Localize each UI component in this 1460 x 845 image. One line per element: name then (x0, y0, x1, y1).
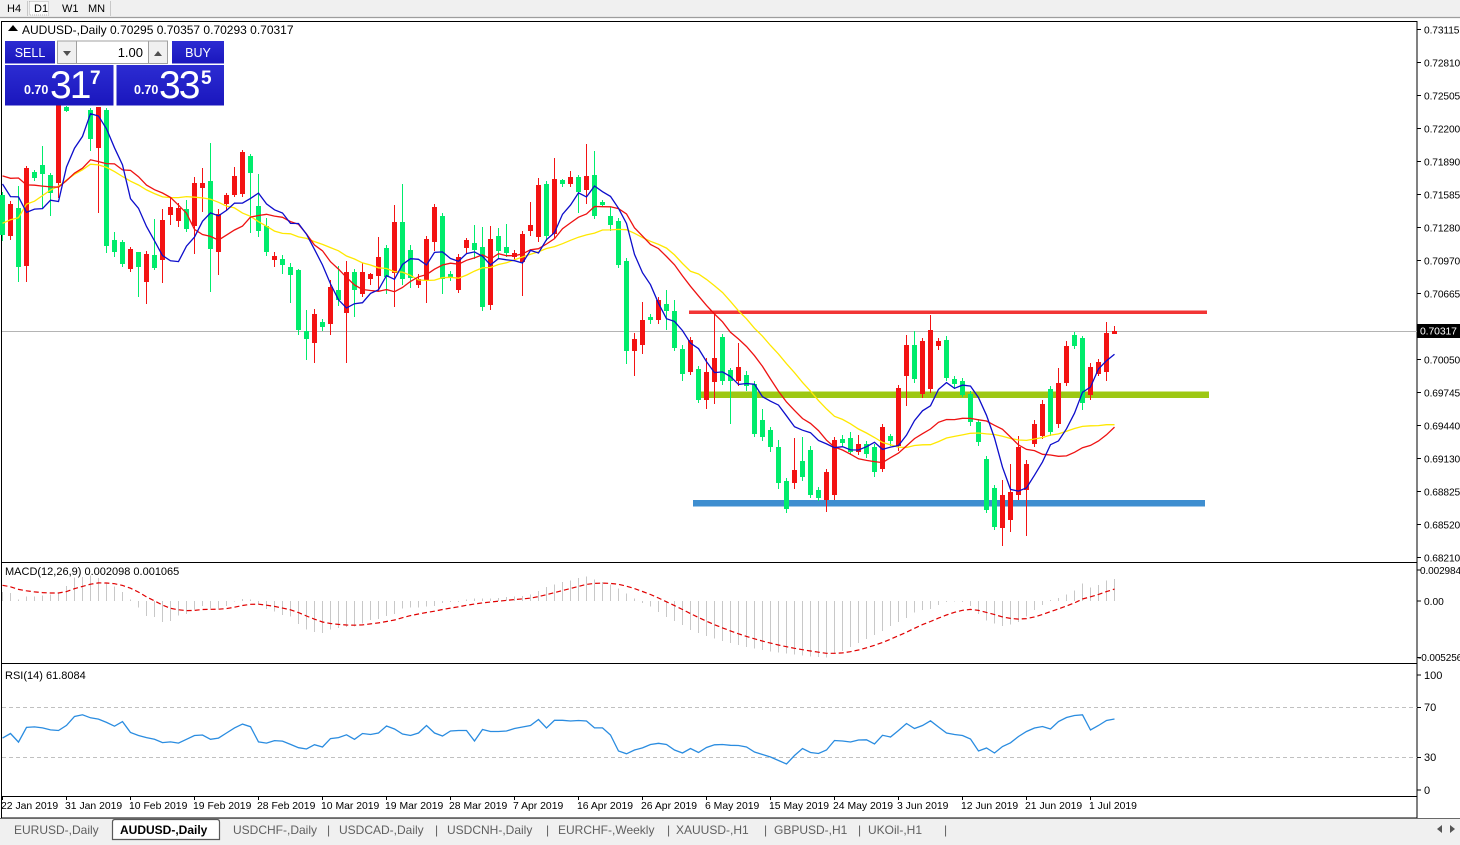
svg-text:1.00: 1.00 (118, 45, 143, 60)
svg-text:3 Jun 2019: 3 Jun 2019 (897, 801, 949, 812)
svg-text:0: 0 (1424, 785, 1430, 797)
svg-text:USDCHF-,Daily: USDCHF-,Daily (233, 823, 317, 837)
svg-text:21 Jun 2019: 21 Jun 2019 (1025, 801, 1082, 812)
svg-text:31 Jan 2019: 31 Jan 2019 (65, 801, 122, 812)
svg-text:24 May 2019: 24 May 2019 (833, 801, 893, 812)
svg-text:RSI(14) 61.8084: RSI(14) 61.8084 (5, 670, 86, 682)
svg-text:MACD(12,26,9) 0.002098 0.00106: MACD(12,26,9) 0.002098 0.001065 (5, 566, 179, 578)
svg-text:22 Jan 2019: 22 Jan 2019 (1, 801, 58, 812)
svg-text:7: 7 (90, 68, 101, 89)
svg-text:0.69440: 0.69440 (1424, 422, 1460, 433)
svg-text:10 Feb 2019: 10 Feb 2019 (129, 801, 188, 812)
svg-text:26 Apr 2019: 26 Apr 2019 (641, 801, 697, 812)
svg-text:0.69745: 0.69745 (1424, 389, 1460, 400)
svg-text:0.71585: 0.71585 (1424, 191, 1460, 202)
svg-text:USDCNH-,Daily: USDCNH-,Daily (447, 823, 532, 837)
svg-text:-0.005256: -0.005256 (1418, 653, 1460, 664)
svg-text:EURCHF-,Weekly: EURCHF-,Weekly (558, 823, 654, 837)
svg-text:H4: H4 (7, 3, 21, 15)
svg-text:7 Apr 2019: 7 Apr 2019 (513, 801, 563, 812)
svg-text:AUDUSD-,Daily 0.70295 0.70357: AUDUSD-,Daily 0.70295 0.70357 0.70293 0.… (22, 23, 294, 37)
svg-text:USDCAD-,Daily: USDCAD-,Daily (339, 823, 424, 837)
svg-text:0.70970: 0.70970 (1424, 257, 1460, 268)
svg-text:0.70: 0.70 (134, 83, 158, 97)
svg-text:|: | (435, 823, 438, 837)
svg-text:EURUSD-,Daily: EURUSD-,Daily (14, 823, 99, 837)
svg-text:W1: W1 (62, 3, 79, 15)
svg-text:31: 31 (50, 64, 90, 107)
svg-text:0.71890: 0.71890 (1424, 158, 1460, 169)
svg-text:28 Feb 2019: 28 Feb 2019 (257, 801, 316, 812)
svg-text:D1: D1 (34, 3, 48, 15)
svg-text:0.70665: 0.70665 (1424, 290, 1460, 301)
svg-text:MN: MN (88, 3, 105, 15)
svg-text:BUY: BUY (185, 46, 211, 60)
svg-text:GBPUSD-,H1: GBPUSD-,H1 (774, 823, 848, 837)
svg-text:10 Mar 2019: 10 Mar 2019 (321, 801, 380, 812)
svg-text:|: | (858, 823, 861, 837)
svg-text:30: 30 (1424, 752, 1436, 764)
svg-text:|: | (327, 823, 330, 837)
svg-text:UKOil-,H1: UKOil-,H1 (868, 823, 922, 837)
svg-text:0.002984: 0.002984 (1420, 566, 1460, 577)
svg-text:0.70: 0.70 (24, 83, 48, 97)
svg-text:19 Mar 2019: 19 Mar 2019 (385, 801, 444, 812)
svg-text:16 Apr 2019: 16 Apr 2019 (577, 801, 633, 812)
svg-text:0.70317: 0.70317 (1420, 327, 1457, 338)
svg-text:0.68520: 0.68520 (1424, 521, 1460, 532)
svg-text:AUDUSD-,Daily: AUDUSD-,Daily (120, 823, 208, 837)
svg-text:15 May 2019: 15 May 2019 (769, 801, 829, 812)
svg-text:33: 33 (159, 64, 199, 107)
svg-text:70: 70 (1424, 702, 1436, 714)
svg-text:0.72810: 0.72810 (1424, 59, 1460, 70)
svg-text:0.70050: 0.70050 (1424, 356, 1460, 367)
svg-text:0.72200: 0.72200 (1424, 125, 1460, 136)
svg-text:0.68210: 0.68210 (1424, 554, 1460, 565)
svg-text:0.00: 0.00 (1424, 597, 1444, 608)
svg-text:0.72505: 0.72505 (1424, 92, 1460, 103)
svg-text:0.73115: 0.73115 (1424, 26, 1460, 37)
svg-text:6 May 2019: 6 May 2019 (705, 801, 760, 812)
svg-text:XAUUSD-,H1: XAUUSD-,H1 (676, 823, 749, 837)
svg-text:0.69130: 0.69130 (1424, 455, 1460, 466)
svg-text:|: | (764, 823, 767, 837)
svg-text:28 Mar 2019: 28 Mar 2019 (449, 801, 508, 812)
svg-text:1 Jul 2019: 1 Jul 2019 (1089, 801, 1137, 812)
svg-text:19 Feb 2019: 19 Feb 2019 (193, 801, 252, 812)
svg-text:|: | (546, 823, 549, 837)
svg-text:0.68825: 0.68825 (1424, 488, 1460, 499)
svg-text:|: | (667, 823, 670, 837)
svg-text:|: | (944, 823, 947, 837)
svg-text:5: 5 (201, 68, 212, 89)
svg-text:12 Jun 2019: 12 Jun 2019 (961, 801, 1018, 812)
svg-text:0.71280: 0.71280 (1424, 224, 1460, 235)
svg-text:100: 100 (1424, 670, 1442, 682)
svg-text:SELL: SELL (15, 46, 46, 60)
